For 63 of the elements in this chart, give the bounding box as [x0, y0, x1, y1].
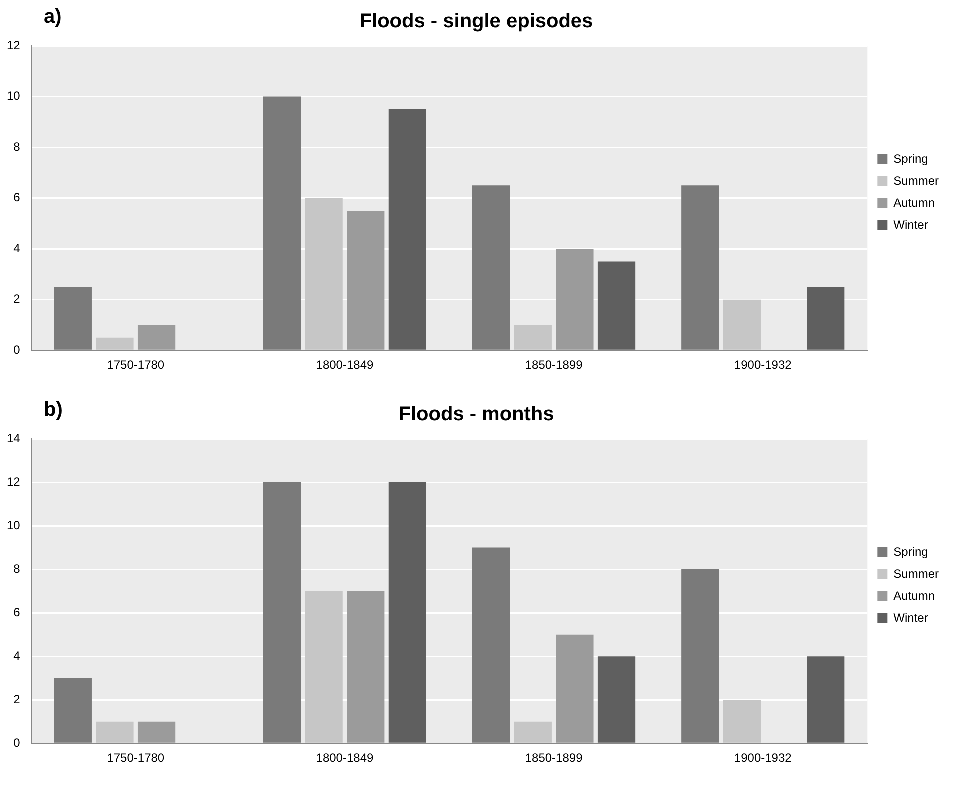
bar [305, 591, 343, 743]
bar [723, 700, 762, 743]
bar [54, 287, 92, 350]
y-tick-label: 2 [14, 692, 21, 706]
x-tick-label: 1750-1780 [107, 358, 165, 372]
legend-label: Autumn [894, 196, 936, 210]
x-tick-label: 1900-1932 [734, 751, 792, 766]
legend-label: Winter [894, 610, 928, 625]
x-tick-label: 1800-1849 [316, 358, 374, 372]
bar [138, 325, 176, 350]
y-tick-label: 8 [14, 140, 21, 154]
legend-label: Winter [894, 218, 928, 232]
y-tick-label: 8 [14, 562, 21, 576]
chart-title: Floods - single episodes [360, 10, 594, 33]
bar [514, 325, 552, 350]
legend-label: Summer [894, 566, 940, 581]
legend-label: Spring [894, 544, 928, 559]
y-tick-label: 14 [6, 431, 21, 446]
bar [472, 186, 510, 350]
bar [807, 656, 845, 743]
y-tick-label: 10 [6, 89, 21, 104]
legend-label: Summer [894, 174, 940, 188]
bar [598, 656, 636, 743]
bar [96, 722, 134, 743]
bar [305, 198, 343, 350]
bar [598, 262, 636, 350]
legend-label: Spring [894, 152, 928, 166]
y-tick-label: 12 [6, 38, 21, 52]
text: a) [44, 6, 62, 29]
bar [556, 634, 594, 743]
y-tick-label: 0 [14, 736, 21, 750]
y-tick-label: 0 [14, 342, 21, 357]
y-tick-label: 6 [14, 190, 21, 205]
y-tick-label: 10 [6, 518, 21, 532]
bar [723, 300, 762, 350]
bar [682, 570, 720, 743]
y-tick-label: 6 [14, 605, 21, 620]
bar [263, 96, 302, 350]
legend-label: Autumn [894, 588, 936, 603]
bar [96, 338, 134, 350]
chart-title: Floods - months [398, 404, 554, 426]
bar [388, 482, 427, 743]
bar [807, 287, 845, 350]
bar [347, 210, 385, 350]
x-tick-label: 1900-1932 [734, 358, 792, 372]
x-tick-label: 1750-1780 [107, 751, 165, 766]
y-tick-label: 12 [6, 474, 21, 489]
bar [263, 482, 302, 743]
text: b) [44, 399, 63, 422]
x-tick-label: 1850-1899 [525, 751, 584, 766]
bar [682, 186, 720, 350]
bar [54, 678, 92, 743]
y-tick-label: 2 [14, 292, 21, 306]
x-tick-label: 1800-1849 [316, 751, 374, 766]
bar [514, 722, 552, 743]
y-tick-label: 4 [14, 648, 21, 663]
bar [347, 591, 385, 743]
bar [388, 109, 427, 350]
y-tick-label: 4 [14, 241, 21, 256]
bar [556, 249, 594, 350]
bar [138, 722, 176, 743]
x-tick-label: 1850-1899 [525, 358, 584, 372]
bar [472, 548, 510, 743]
